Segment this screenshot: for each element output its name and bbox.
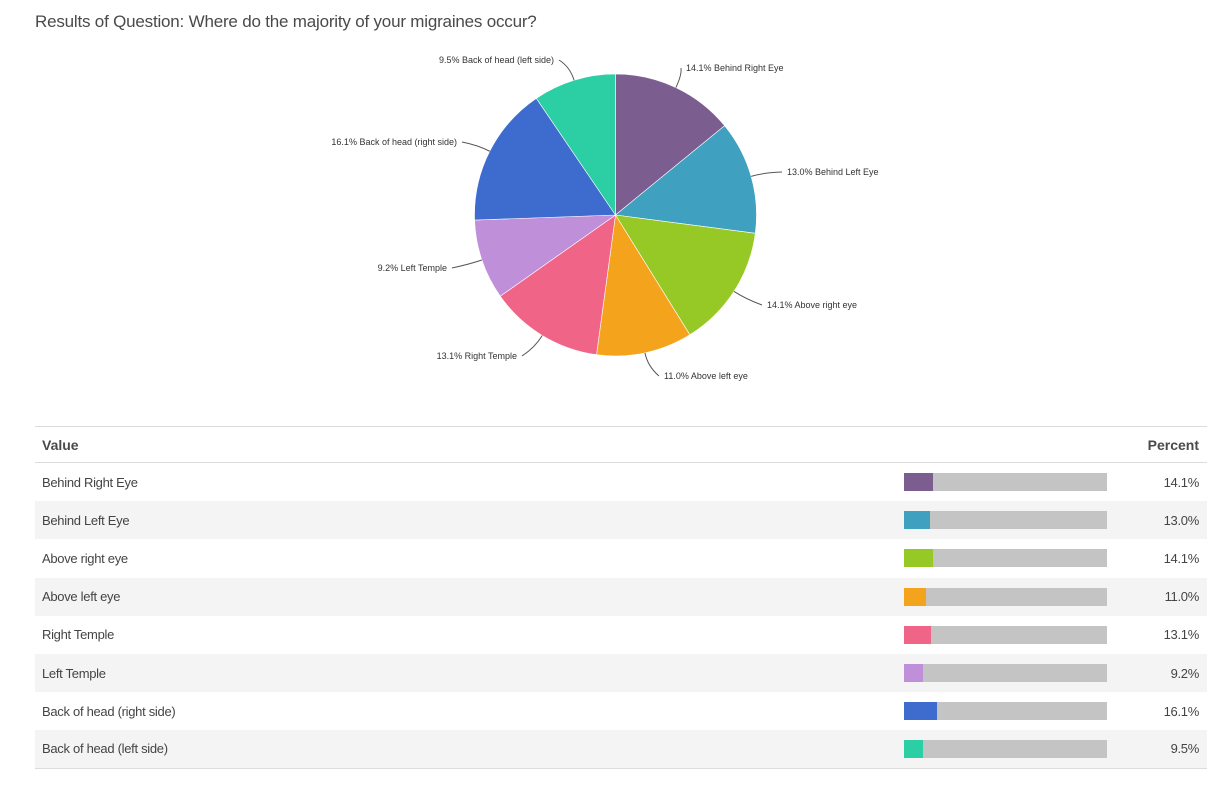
row-label: Above left eye <box>42 589 121 605</box>
row-percent: 9.2% <box>1170 665 1200 681</box>
leader-line <box>644 352 660 377</box>
leader-line <box>733 290 763 306</box>
percent-bar-fill <box>904 664 923 683</box>
row-label: Back of head (left side) <box>42 741 168 757</box>
table-row: Right Temple 13.1% <box>35 616 1207 654</box>
table-row: Left Temple 9.2% <box>35 653 1207 693</box>
row-percent: 14.1% <box>1163 550 1200 566</box>
row-label: Behind Left Eye <box>42 512 130 528</box>
column-header-value: Value <box>42 436 79 453</box>
row-percent: 14.1% <box>1163 474 1200 490</box>
percent-bar-fill <box>904 587 927 606</box>
pie-data-label: 14.1% Behind Right Eye <box>686 63 784 73</box>
leader-line <box>461 141 490 152</box>
pie-slice <box>615 73 726 216</box>
leader-line <box>521 335 543 357</box>
leader-line <box>451 259 483 269</box>
row-label: Right Temple <box>42 627 115 643</box>
pie-data-label: 14.1% Above right eye <box>767 300 857 310</box>
pie-chart-svg: 14.1% Behind Right Eye 13.0% Behind Left … <box>331 55 879 381</box>
percent-bar-fill <box>904 702 937 721</box>
pie-data-label: 11.0% Above left eye <box>664 371 748 381</box>
row-label: Left Temple <box>42 665 106 681</box>
table-row: Above right eye 14.1% <box>35 539 1207 577</box>
percent-bar <box>904 549 1107 568</box>
page-title: Results of Question: Where do the majori… <box>35 12 537 31</box>
table-body: Behind Right Eye 14.1% Behind Left Eye 1… <box>35 463 1207 769</box>
table-row: Behind Right Eye 14.1% <box>35 463 1207 501</box>
column-header-percent: Percent <box>1147 436 1199 453</box>
percent-bar-fill <box>904 473 933 492</box>
pie-chart: 14.1% Behind Right Eye 13.0% Behind Left … <box>0 40 1219 400</box>
pie-slice <box>596 214 691 357</box>
row-percent: 16.1% <box>1163 703 1200 719</box>
pie-data-label: 16.1% Back of head (right side) <box>331 137 457 147</box>
pie-data-label: 13.0% Behind Left Eye <box>787 167 879 177</box>
row-percent: 11.0% <box>1164 589 1200 605</box>
pie-data-label: 13.1% Right Temple <box>437 351 517 361</box>
pie-data-label: 9.5% Back of head (left side) <box>439 55 554 65</box>
table-row: Behind Left Eye 13.0% <box>35 501 1207 540</box>
row-percent: 13.1% <box>1163 627 1200 643</box>
leader-line <box>675 67 682 88</box>
table-row: Back of head (right side) 16.1% <box>35 692 1207 730</box>
row-label: Behind Right Eye <box>42 474 138 490</box>
percent-bar <box>904 664 1107 683</box>
percent-bar-fill <box>904 625 931 644</box>
pie-slice <box>499 214 616 356</box>
percent-bar <box>904 625 1107 644</box>
row-label: Back of head (right side) <box>42 703 176 719</box>
row-percent: 13.0% <box>1163 512 1200 528</box>
percent-bar-fill <box>904 511 931 530</box>
percent-bar <box>904 587 1107 606</box>
pie-data-label: 9.2% Left Temple <box>378 263 447 273</box>
table-row: Back of head (left side) 9.5% <box>35 730 1207 769</box>
percent-bar-fill <box>904 739 924 758</box>
pie-slice <box>474 214 617 297</box>
percent-bar <box>904 473 1107 492</box>
results-table: Value Percent Behind Right Eye 14.1% Beh… <box>35 426 1207 769</box>
percent-bar-fill <box>904 549 933 568</box>
pie-slice <box>614 214 756 336</box>
table-header: Value Percent <box>35 427 1207 463</box>
row-label: Above right eye <box>42 550 128 566</box>
percent-bar <box>904 511 1107 530</box>
pie-slice <box>474 97 617 221</box>
percent-bar <box>904 702 1107 721</box>
leader-line <box>558 59 575 81</box>
leader-line <box>750 171 783 177</box>
percent-bar <box>904 739 1107 758</box>
row-percent: 9.5% <box>1170 741 1200 757</box>
table-row: Above left eye 11.0% <box>35 577 1207 616</box>
pie-slice <box>535 73 616 216</box>
